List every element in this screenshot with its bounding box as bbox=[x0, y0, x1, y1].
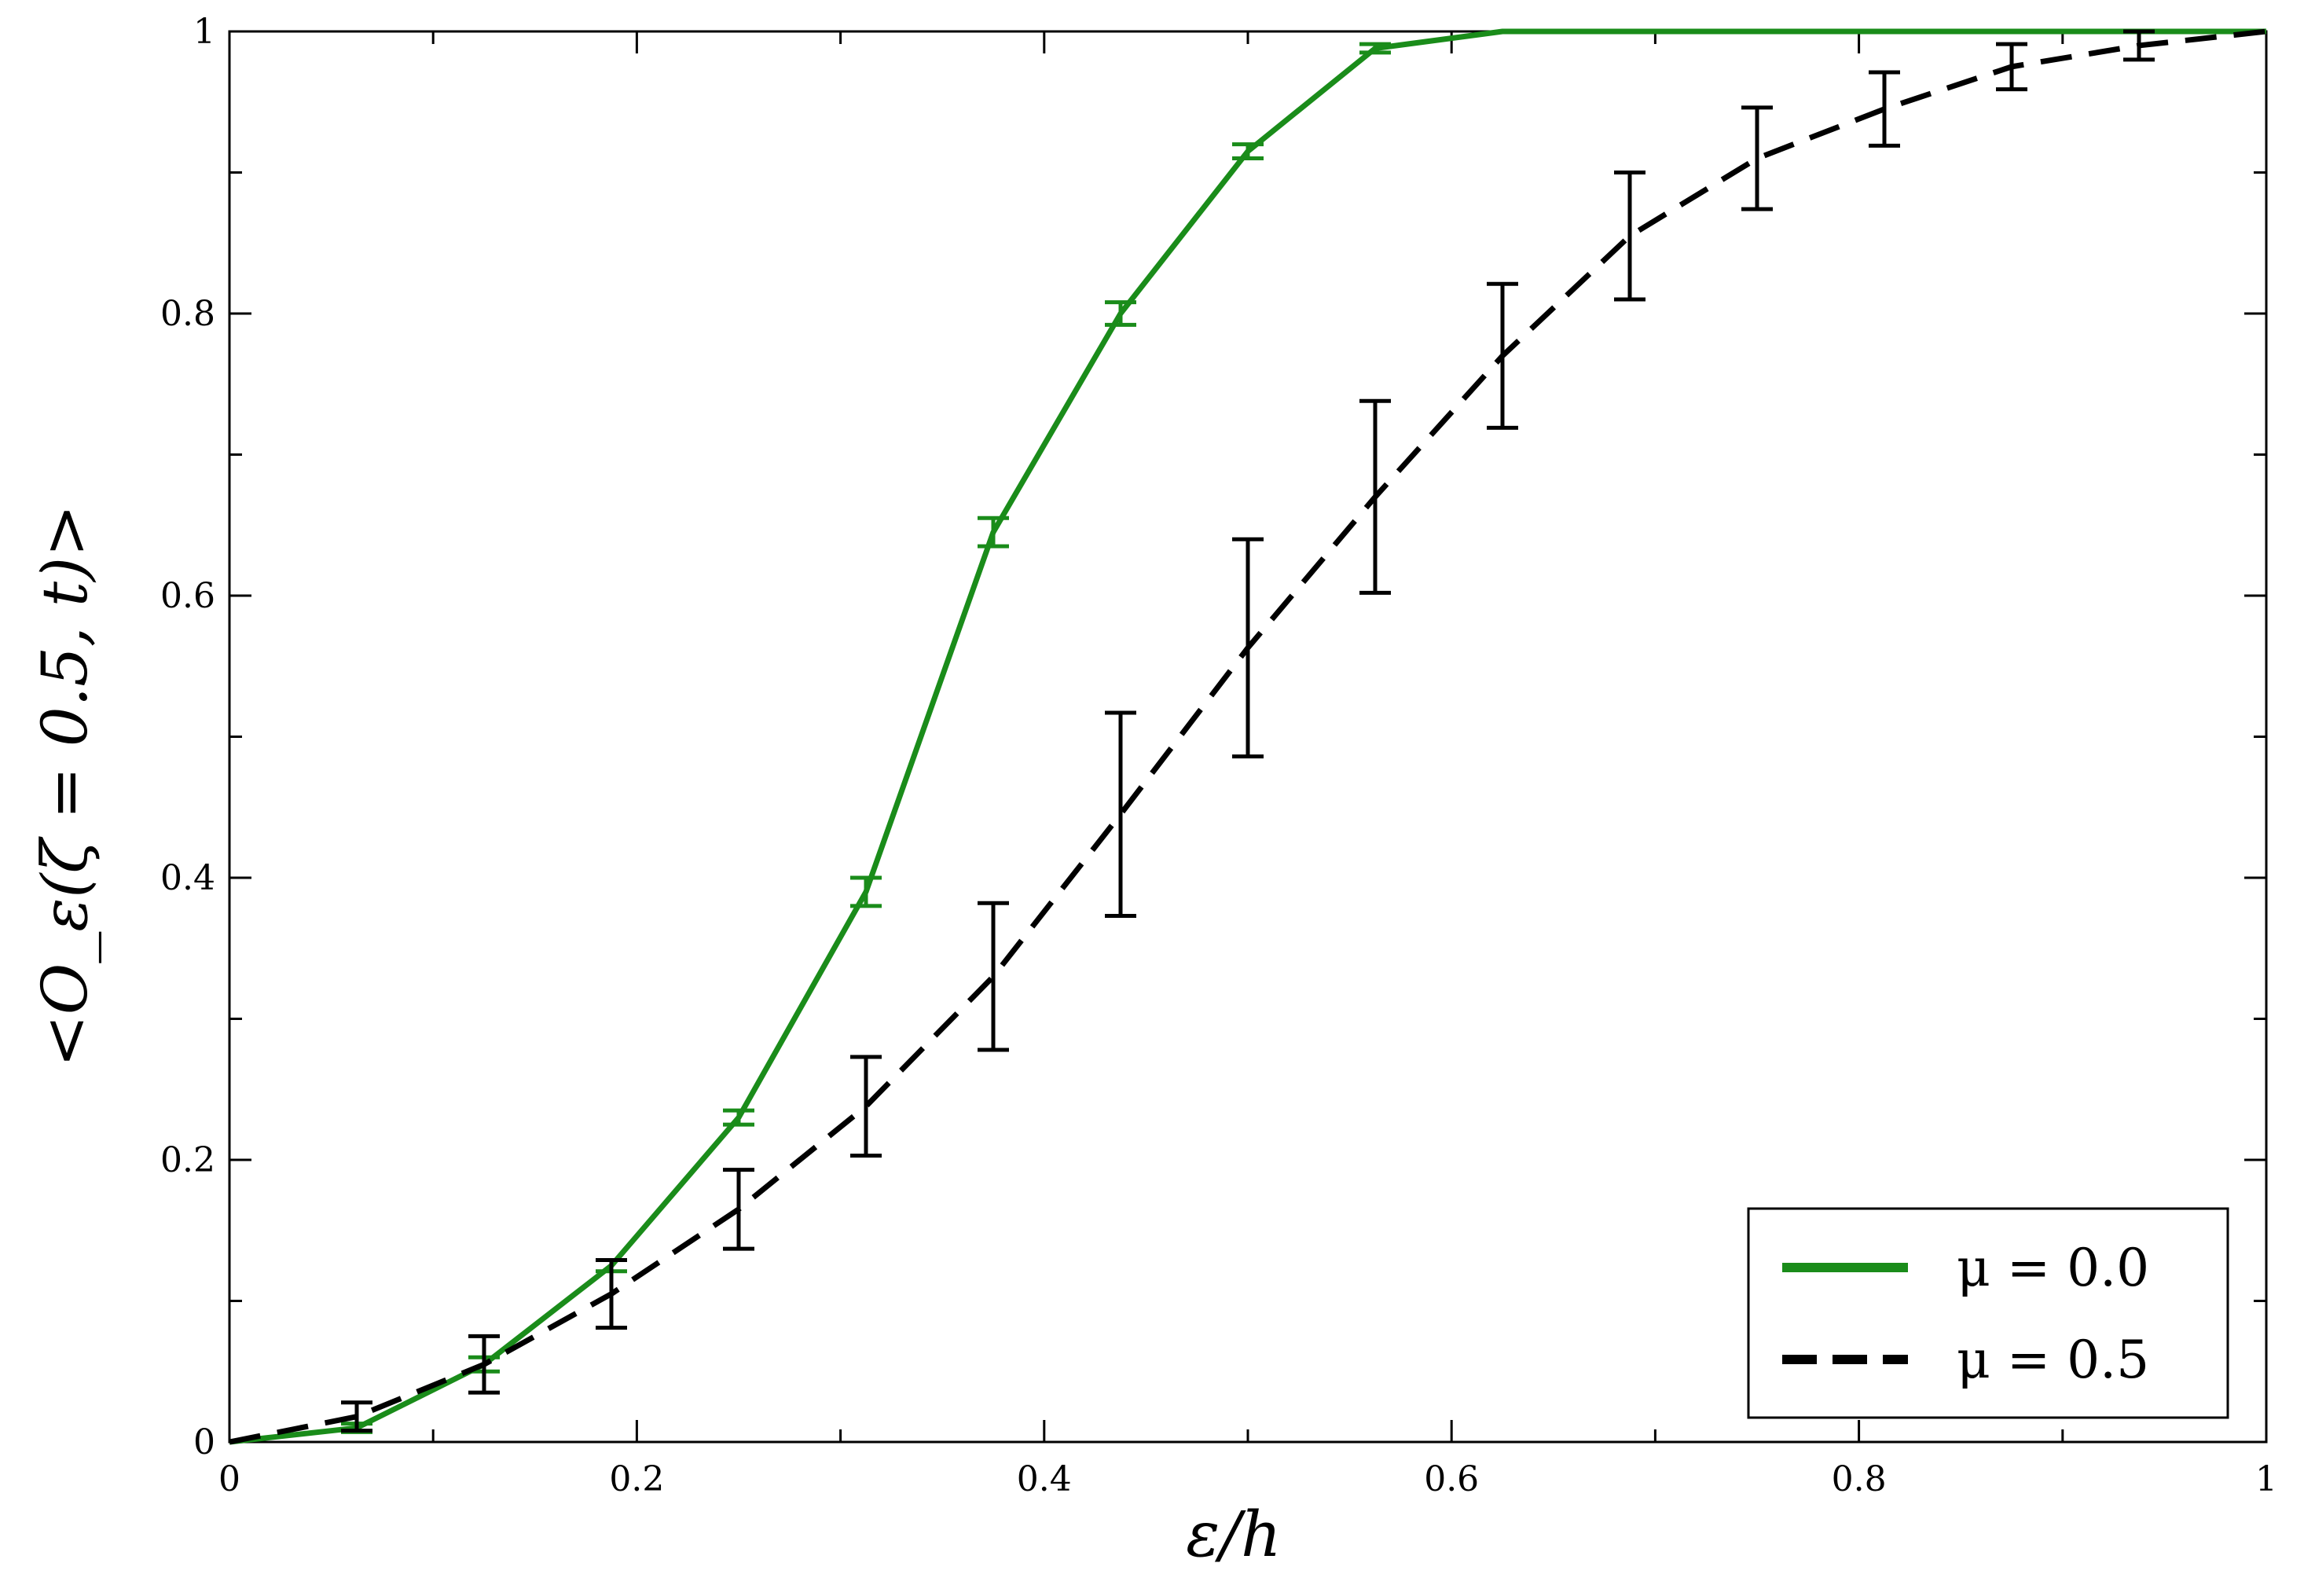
legend: μ = 0.0 μ = 0.5 bbox=[1747, 1207, 2229, 1419]
error-bar bbox=[596, 1257, 627, 1330]
x-tick-label: 0 bbox=[218, 1459, 240, 1499]
error-bar bbox=[1105, 300, 1136, 327]
x-axis-title: ε/h bbox=[1186, 1498, 1281, 1571]
error-bar bbox=[341, 1400, 372, 1433]
error-bar bbox=[1232, 537, 1264, 759]
error-bar bbox=[978, 901, 1009, 1052]
axis-ticks: 0 0.2 0.4 0.6 0.8 1 0 0.2 0.4 0.6 0.8 1 bbox=[160, 12, 2277, 1499]
error-bar bbox=[1359, 42, 1391, 55]
y-tick-label: 1 bbox=[193, 12, 215, 52]
y-tick-label: 0.8 bbox=[160, 294, 215, 334]
legend-label-mu-0-0: μ = 0.0 bbox=[1957, 1238, 2149, 1298]
error-bar bbox=[2123, 29, 2155, 62]
error-bar bbox=[1232, 142, 1264, 161]
y-tick-label: 0.2 bbox=[160, 1140, 215, 1180]
legend-box bbox=[1747, 1207, 2229, 1419]
y-tick-label: 0.6 bbox=[160, 576, 215, 616]
error-bar bbox=[1105, 710, 1136, 918]
y-tick-label: 0 bbox=[193, 1422, 215, 1462]
series-1 bbox=[229, 28, 2267, 1445]
x-tick-label: 0.4 bbox=[1017, 1459, 1072, 1499]
error-bar bbox=[723, 1168, 754, 1251]
error-bar bbox=[1487, 281, 1518, 430]
error-bar bbox=[1614, 171, 1645, 302]
x-tick-label: 0.6 bbox=[1424, 1459, 1479, 1499]
error-bar bbox=[1741, 105, 1773, 211]
legend-label-mu-0-5: μ = 0.5 bbox=[1957, 1330, 2149, 1390]
y-tick-label: 0.4 bbox=[160, 858, 215, 898]
y-axis-title: <O_ε(ζ = 0.5, t)> bbox=[28, 504, 101, 1067]
error-bar bbox=[978, 515, 1009, 549]
error-bar bbox=[850, 1055, 882, 1158]
error-bar bbox=[468, 1334, 500, 1395]
error-bar bbox=[850, 875, 882, 908]
x-tick-label: 1 bbox=[2255, 1459, 2277, 1499]
error-bar bbox=[1359, 398, 1391, 595]
error-bar bbox=[723, 1108, 754, 1127]
error-bar bbox=[1869, 70, 1900, 148]
x-tick-label: 0.8 bbox=[1832, 1459, 1887, 1499]
error-bar bbox=[1996, 42, 2027, 92]
series-layer bbox=[229, 28, 2267, 1445]
x-tick-label: 0.2 bbox=[609, 1459, 664, 1499]
